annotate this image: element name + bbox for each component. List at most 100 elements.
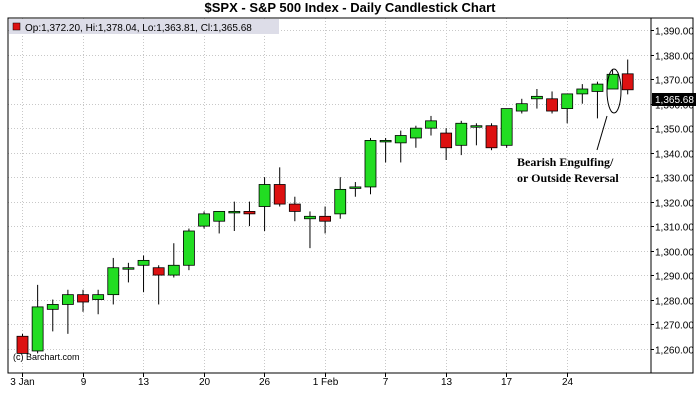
candle [92, 289, 105, 315]
candle-body-up [425, 120, 437, 129]
candle [304, 211, 316, 249]
candle [409, 125, 422, 148]
candle-body-up [591, 83, 604, 92]
candle-body-up [561, 93, 574, 109]
candle [243, 201, 256, 227]
candle [183, 228, 195, 271]
candle-body-up [137, 259, 150, 266]
candle [77, 289, 89, 312]
y-tick-label: 1,330.00 [655, 174, 694, 185]
y-tick-label: 1,300.00 [655, 248, 694, 259]
candle-body-up [122, 267, 135, 270]
y-tick-label: 1,350.00 [655, 125, 694, 136]
candle [561, 93, 574, 124]
candle-body-up [198, 213, 210, 227]
annotation-ellipse [606, 68, 622, 114]
candle-body-down [273, 184, 286, 205]
y-tick-label: 1,370.00 [655, 76, 694, 87]
candle-body-up [364, 140, 377, 188]
candle [546, 91, 558, 114]
candle [621, 59, 634, 95]
x-tick-label: 17 [501, 377, 513, 388]
annotation: Bearish Engulfing/ or Outside Reversal [517, 68, 622, 185]
candle [137, 255, 150, 293]
candle-body-up [167, 264, 180, 276]
x-tick-label: 1 Feb [313, 377, 339, 388]
candle-body-down [288, 203, 301, 212]
candle-body-up [576, 88, 589, 95]
candle [425, 115, 437, 136]
legend-bar: Op:1,372.20, Hi:1,378.04, Lo:1,363.81, C… [9, 19, 279, 34]
candle-body-up [92, 294, 105, 300]
x-tick-label: 13 [441, 377, 453, 388]
candle [591, 81, 604, 119]
candle [213, 211, 226, 234]
credit-text: (c) Barchart.com [13, 352, 80, 362]
y-tick-label: 1,380.00 [655, 52, 694, 63]
candle-body-up [379, 140, 392, 143]
candle [198, 211, 210, 229]
x-tick-label: 3 Jan [10, 377, 34, 388]
right-panel-frame [650, 17, 694, 374]
candle [379, 137, 392, 163]
candle-body-up [213, 211, 226, 222]
candle [440, 128, 453, 160]
annotation-line-2: or Outside Reversal [517, 171, 619, 185]
candle-body-up [61, 294, 74, 305]
x-tick-label: 13 [138, 377, 150, 388]
candle [288, 196, 301, 222]
candle-body-up [606, 73, 619, 90]
candle-body-up [500, 108, 513, 146]
y-tick-label: 1,290.00 [655, 272, 694, 283]
y-tick-label: 1,280.00 [655, 297, 694, 308]
last-value-tag: 1,365.68 [652, 93, 696, 106]
x-tick-label: 7 [383, 377, 389, 388]
candle-body-up [349, 186, 362, 189]
annotation-line-1: Bearish Engulfing/ [517, 155, 614, 169]
candle [515, 98, 528, 114]
candle [455, 120, 468, 156]
candle-body-up [409, 127, 422, 139]
candle [61, 289, 74, 334]
y-tick-label: 1,340.00 [655, 150, 694, 161]
chart-title: $SPX - S&P 500 Index - Daily Candlestick… [204, 0, 496, 15]
candle-body-down [485, 125, 498, 149]
candle [349, 182, 362, 197]
candle-body-up [394, 135, 407, 144]
x-tick-label: 9 [81, 377, 87, 388]
candle [16, 333, 29, 354]
legend-ohlc-text: Op:1,372.20, Hi:1,378.04, Lo:1,363.81, C… [25, 23, 252, 34]
candle-body-up [334, 188, 347, 215]
candle-body-down [440, 132, 453, 149]
y-tick-label: 1,270.00 [655, 321, 694, 332]
x-tick-label: 20 [199, 377, 211, 388]
candle-body-up [470, 125, 483, 128]
plot-frame [7, 17, 652, 374]
grid-layer [8, 18, 651, 373]
annotation-arrow [596, 115, 608, 151]
candle [167, 243, 180, 278]
candle [31, 284, 44, 354]
candle-body-down [319, 215, 332, 222]
candle-body-up [107, 267, 120, 296]
candle [258, 177, 271, 231]
candle-layer [16, 59, 634, 354]
candle [319, 206, 332, 234]
candle [470, 123, 483, 146]
candle [122, 262, 135, 283]
candle [152, 265, 165, 305]
candle [107, 257, 120, 305]
candle [364, 137, 377, 195]
candle [500, 108, 513, 148]
candle-body-up [31, 306, 44, 352]
candle-body-up [304, 215, 316, 220]
candle-body-up [258, 184, 271, 207]
candle-body-down [621, 73, 634, 91]
legend-swatch-down [12, 22, 21, 31]
x-tick-label: 24 [562, 377, 574, 388]
candle [273, 167, 286, 207]
candle-body-down [77, 294, 89, 303]
candle [606, 69, 619, 90]
candle [531, 89, 543, 109]
